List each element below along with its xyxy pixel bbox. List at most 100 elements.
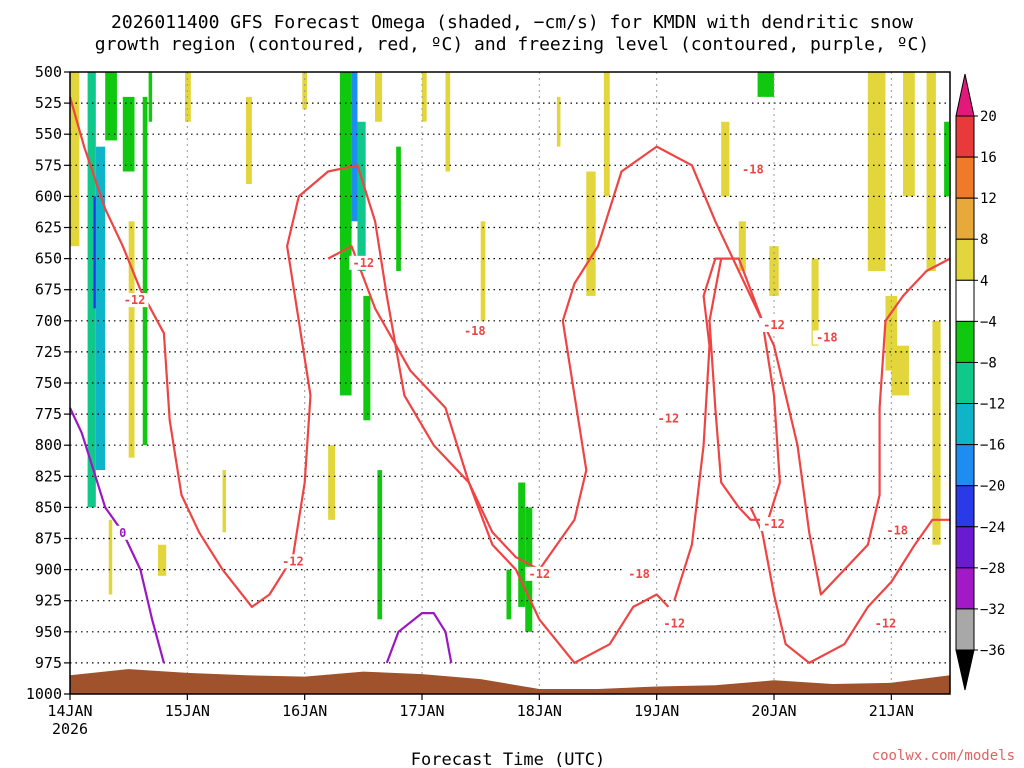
colorbar-bottom-arrow bbox=[955, 649, 975, 691]
x-tick-label-6: 20JAN bbox=[751, 702, 796, 720]
colorbar-label-6: −8 bbox=[980, 355, 997, 371]
omega-patch-8 bbox=[142, 96, 148, 446]
colorbar-bin-3 bbox=[955, 238, 975, 281]
contour-label-4: -12 bbox=[528, 567, 550, 581]
y-tick-label-1: 525 bbox=[35, 94, 62, 112]
omega-patch-21 bbox=[377, 470, 383, 620]
colorbar-bin-4 bbox=[955, 279, 975, 322]
y-tick-label-6: 650 bbox=[35, 250, 62, 268]
x-tick-label-7: 21JAN bbox=[869, 702, 914, 720]
contour-label-13: -12 bbox=[875, 617, 897, 631]
contour-label-bg-14 bbox=[116, 525, 129, 540]
x-axis: 14JAN 15JAN 16JAN 17JAN 18JAN 19JAN 20JAN 21JAN… bbox=[47, 694, 914, 738]
contour-line-0 bbox=[68, 96, 670, 665]
omega-patch-29 bbox=[556, 96, 561, 147]
contour-label-bg-1 bbox=[278, 554, 307, 569]
colorbar-bin-1 bbox=[955, 156, 975, 199]
omega-patch-20 bbox=[375, 72, 383, 122]
omega-patch-9 bbox=[148, 72, 153, 122]
omega-patch-36 bbox=[811, 258, 819, 346]
omega-patch-32 bbox=[721, 121, 730, 197]
omega-patch-17 bbox=[351, 72, 358, 222]
contour-line-2 bbox=[749, 506, 950, 665]
title-line-1: 2026011400 GFS Forecast Omega (shaded, −… bbox=[111, 12, 913, 33]
y-tick-label-3: 575 bbox=[35, 156, 62, 174]
contour-label-bg-6 bbox=[660, 616, 689, 631]
y-tick-label-12: 800 bbox=[35, 436, 62, 454]
contour-label-5: -18 bbox=[628, 567, 650, 581]
contour-label-bg-11 bbox=[812, 330, 841, 345]
contour-labels: -12 -12 -12 -18 -12 -18 -12 -12 -18 -12 -12 -18 -18 -… bbox=[116, 162, 912, 631]
contour-label-bg-10 bbox=[760, 517, 788, 532]
y-axis: 500 525 550 575 600 625 650 675 700 725 750 775 800 8… bbox=[26, 63, 70, 703]
colorbar-label-2: 12 bbox=[980, 191, 997, 207]
omega-patch-1 bbox=[87, 72, 96, 508]
y-tick-label-16: 900 bbox=[35, 561, 62, 579]
title-line-2: growth region (contoured, red, ºC) and f… bbox=[95, 34, 929, 55]
contour-label-bg-13 bbox=[871, 616, 900, 631]
y-tick-label-7: 675 bbox=[35, 281, 62, 299]
colorbar-label-9: −20 bbox=[980, 479, 1005, 495]
colorbar-label-11: −28 bbox=[980, 561, 1005, 577]
y-tick-label-10: 750 bbox=[35, 374, 62, 392]
omega-patch-24 bbox=[445, 72, 451, 172]
omega-patch-37 bbox=[867, 72, 886, 272]
terrain-fill bbox=[70, 669, 950, 694]
omega-patch-25 bbox=[480, 221, 486, 321]
omega-patch-6 bbox=[122, 96, 135, 172]
omega-patch-5 bbox=[108, 519, 113, 595]
y-tick-label-17: 925 bbox=[35, 592, 62, 610]
contour-label-11: -18 bbox=[816, 330, 838, 344]
contour-label-12: -18 bbox=[886, 523, 908, 537]
y-tick-label-13: 825 bbox=[35, 467, 62, 485]
colorbar-label-8: −16 bbox=[980, 438, 1005, 454]
omega-patch-30 bbox=[586, 171, 596, 296]
omega-patch-11 bbox=[184, 72, 191, 122]
omega-patch-7 bbox=[128, 221, 135, 458]
y-tick-label-20: 1000 bbox=[26, 685, 62, 703]
y-tick-label-14: 850 bbox=[35, 498, 62, 516]
omega-patch-31 bbox=[603, 72, 610, 197]
contour-label-0: -12 bbox=[124, 293, 146, 307]
omega-patch-40 bbox=[903, 72, 915, 197]
contour-label-bg-2 bbox=[349, 255, 378, 270]
y-tick-label-5: 625 bbox=[35, 219, 62, 237]
chart-title: 2026011400 GFS Forecast Omega (shaded, −… bbox=[95, 12, 929, 55]
omega-patch-0 bbox=[70, 72, 80, 247]
contour-line-1 bbox=[673, 257, 782, 602]
colorbar-label-7: −12 bbox=[980, 397, 1005, 413]
omega-patch-19 bbox=[363, 295, 371, 421]
contour-label-3: -18 bbox=[464, 324, 486, 338]
contour-label-8: -18 bbox=[742, 163, 764, 177]
colorbar-label-12: −32 bbox=[980, 602, 1005, 618]
contour-label-1: -12 bbox=[282, 554, 304, 568]
omega-patch-38 bbox=[885, 295, 898, 371]
contour-label-bg-7 bbox=[654, 411, 683, 426]
colorbar-bin-9 bbox=[955, 485, 975, 528]
omega-patch-22 bbox=[396, 146, 401, 272]
omega-patch-10 bbox=[158, 544, 167, 576]
y-tick-label-18: 950 bbox=[35, 623, 62, 641]
contour-label-7: -12 bbox=[658, 411, 680, 425]
y-tick-label-4: 600 bbox=[35, 187, 62, 205]
colorbar-label-1: 16 bbox=[980, 150, 997, 166]
terrain bbox=[70, 669, 950, 694]
x-axis-title: Forecast Time (UTC) bbox=[411, 750, 605, 768]
site-credit: coolwx.com/models bbox=[872, 748, 1015, 764]
omega-patch-23 bbox=[422, 72, 427, 122]
colorbar-bin-10 bbox=[955, 526, 975, 569]
contour-label-bg-3 bbox=[460, 324, 489, 339]
grid bbox=[70, 72, 950, 694]
omega-patch-39 bbox=[891, 345, 909, 396]
omega-patch-27 bbox=[518, 482, 526, 607]
colorbar-label-13: −36 bbox=[980, 643, 1005, 659]
y-tick-label-9: 725 bbox=[35, 343, 62, 361]
y-tick-label-0: 500 bbox=[35, 63, 62, 81]
omega-patch-3 bbox=[95, 146, 106, 471]
colorbar-label-5: −4 bbox=[980, 314, 997, 330]
contour-line-5 bbox=[69, 407, 165, 664]
y-tick-label-8: 700 bbox=[35, 312, 62, 330]
omega-patch-34 bbox=[757, 72, 774, 97]
colorbar-bin-11 bbox=[955, 567, 975, 610]
